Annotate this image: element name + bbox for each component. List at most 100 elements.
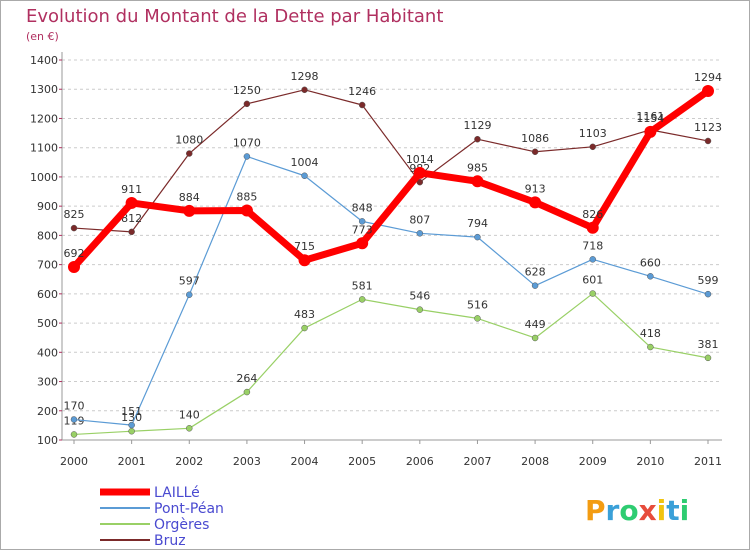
series-0-point-4 bbox=[298, 254, 311, 267]
series-1-label-7: 794 bbox=[467, 217, 488, 230]
series-3-point-8 bbox=[531, 148, 539, 156]
series-2-label-6: 546 bbox=[409, 290, 430, 303]
series-0-label-1: 911 bbox=[121, 183, 142, 196]
series-1-label-10: 660 bbox=[640, 256, 661, 269]
series-0-point-11 bbox=[702, 84, 714, 97]
series-1-label-0: 170 bbox=[64, 400, 85, 413]
x-tick-label-2002: 2002 bbox=[175, 455, 203, 468]
series-1-point-7 bbox=[474, 233, 481, 241]
series-2-point-1 bbox=[128, 427, 135, 435]
series-3-point-2 bbox=[186, 150, 193, 157]
series-1-point-0 bbox=[70, 416, 78, 423]
x-tick-label-2010: 2010 bbox=[636, 455, 664, 468]
series-1-label-2: 597 bbox=[179, 275, 200, 288]
series-3-label-9: 1103 bbox=[579, 127, 607, 140]
series-1-point-11 bbox=[704, 290, 712, 298]
series-0-point-2 bbox=[183, 204, 196, 217]
series-line-3 bbox=[73, 89, 709, 233]
series-0-point-7 bbox=[471, 175, 484, 188]
x-tick-label-2003: 2003 bbox=[233, 455, 261, 468]
series-1-point-6 bbox=[416, 230, 424, 237]
y-tick-label-900: 900 bbox=[37, 200, 58, 213]
series-0-point-3 bbox=[240, 204, 253, 217]
series-3-point-5 bbox=[358, 101, 366, 109]
series-1-point-5 bbox=[358, 218, 366, 225]
series-1: 170 151 597 1070 1004 848 807 794 628 718 660 599 bbox=[64, 136, 719, 429]
y-tick-label-1300: 1300 bbox=[30, 83, 58, 96]
series-2-point-2 bbox=[186, 425, 193, 432]
series-3-label-0: 825 bbox=[64, 208, 85, 221]
series-1-label-1: 151 bbox=[121, 405, 142, 418]
y-tick-label-200: 200 bbox=[37, 405, 58, 418]
logo-letter-4: i bbox=[657, 494, 667, 527]
series-0-point-6 bbox=[413, 166, 426, 179]
series-3-point-0 bbox=[70, 224, 78, 232]
chart-title: Evolution du Montant de la Dette par Hab… bbox=[26, 6, 443, 27]
series-0-point-10 bbox=[644, 125, 657, 138]
series-2-point-7 bbox=[474, 315, 481, 322]
series-3-label-3: 1250 bbox=[233, 84, 261, 97]
series-2-point-4 bbox=[301, 324, 308, 332]
series-2-label-4: 483 bbox=[294, 308, 315, 321]
series-2-label-10: 418 bbox=[640, 327, 661, 340]
x-tick-label-2005: 2005 bbox=[348, 455, 376, 468]
series-0-label-6: 1014 bbox=[406, 153, 434, 166]
series-2-label-2: 140 bbox=[179, 408, 200, 421]
series-3-label-5: 1246 bbox=[348, 85, 376, 98]
series-1-point-10 bbox=[647, 273, 654, 280]
series-1-label-11: 599 bbox=[698, 274, 719, 287]
legend-label-1: Pont-Péan bbox=[154, 501, 224, 517]
proxiti-logo: Proxiti bbox=[585, 494, 689, 527]
series-1-label-4: 1004 bbox=[291, 156, 319, 169]
y-tick-label-1100: 1100 bbox=[30, 142, 58, 155]
series-1-point-3 bbox=[243, 153, 251, 160]
y-tick-label-600: 600 bbox=[37, 288, 58, 301]
x-tick-label-2006: 2006 bbox=[406, 455, 434, 468]
series-0-label-10: 1154 bbox=[636, 112, 664, 125]
series-0-label-7: 985 bbox=[467, 161, 488, 174]
series-2-label-5: 581 bbox=[352, 279, 373, 292]
series-1-point-8 bbox=[531, 282, 539, 289]
series-2-point-3 bbox=[243, 388, 251, 396]
series-2-label-7: 516 bbox=[467, 298, 488, 311]
series-2-label-3: 264 bbox=[236, 372, 257, 385]
y-tick-label-1200: 1200 bbox=[30, 112, 58, 125]
series-0-label-0: 692 bbox=[64, 247, 85, 260]
legend-label-2: Orgères bbox=[154, 517, 209, 533]
series-2-point-6 bbox=[416, 306, 424, 313]
series-2: 119130140264483581546516449601418381 bbox=[64, 274, 719, 438]
y-tick-label-1000: 1000 bbox=[30, 171, 58, 184]
y-tick-label-1400: 1400 bbox=[30, 54, 58, 67]
x-tick-label-2001: 2001 bbox=[118, 455, 146, 468]
x-tick-label-2007: 2007 bbox=[463, 455, 491, 468]
y-tick-label-500: 500 bbox=[37, 317, 58, 330]
y-tick-label-700: 700 bbox=[37, 259, 58, 272]
series-3-label-1: 812 bbox=[121, 212, 142, 225]
legend-label-0: LAILLé bbox=[154, 485, 200, 501]
series-1-label-8: 628 bbox=[525, 266, 546, 279]
x-tick-label-2009: 2009 bbox=[579, 455, 607, 468]
series-0-label-5: 773 bbox=[352, 223, 373, 236]
series-1-label-6: 807 bbox=[409, 213, 430, 226]
series-line-1 bbox=[73, 155, 709, 426]
y-axis-ticks: 100 200 300 400 500 600 700 800 900 1000 1100 1200 1… bbox=[30, 54, 62, 447]
series-1-label-3: 1070 bbox=[233, 136, 261, 149]
series-line-2 bbox=[73, 292, 709, 436]
y-tick-label-400: 400 bbox=[37, 346, 58, 359]
x-axis-ticks: 2000 2001 2002 2003 2004 2005 2006 2007 2008 2009… bbox=[60, 440, 722, 468]
series-1-point-1 bbox=[128, 421, 135, 429]
y-tick-label-300: 300 bbox=[37, 376, 58, 389]
x-tick-label-2008: 2008 bbox=[521, 455, 549, 468]
series-0-label-4: 715 bbox=[294, 240, 315, 253]
series-0-point-9 bbox=[586, 221, 599, 234]
series-2-point-10 bbox=[647, 343, 654, 351]
series-0-label-9: 826 bbox=[582, 208, 603, 221]
series-3-point-3 bbox=[243, 100, 251, 108]
series-1-label-9: 718 bbox=[582, 239, 603, 252]
series-3-point-1 bbox=[128, 228, 135, 236]
series-3-label-7: 1129 bbox=[463, 119, 491, 132]
series-1-point-4 bbox=[301, 172, 308, 180]
